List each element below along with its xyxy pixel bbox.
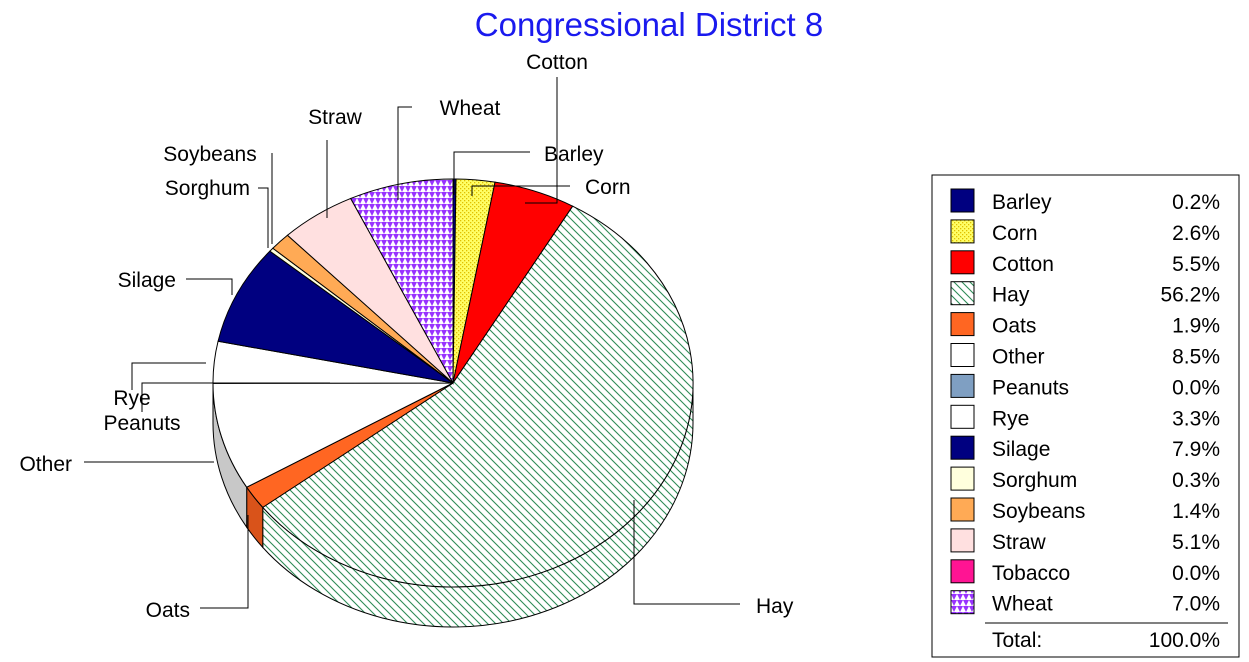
legend-label-silage: Silage <box>992 438 1050 461</box>
slice-label-soybeans: Soybeans <box>163 143 256 166</box>
leader-lines <box>84 77 740 609</box>
legend-swatch-wheat <box>950 590 975 615</box>
legend-label-sorghum: Sorghum <box>992 469 1077 492</box>
legend-value-straw: 5.1% <box>1172 531 1220 554</box>
slice-label-silage: Silage <box>118 269 176 292</box>
legend-value-oats: 1.9% <box>1172 315 1220 338</box>
legend-value-corn: 2.6% <box>1172 222 1220 245</box>
leader-sorghum <box>258 187 269 248</box>
legend-label-rye: Rye <box>992 407 1029 430</box>
legend-value-rye: 3.3% <box>1172 407 1220 430</box>
legend-label-tobacco: Tobacco <box>992 562 1070 585</box>
legend-value-tobacco: 0.0% <box>1172 562 1220 585</box>
legend-swatch-straw <box>950 528 975 553</box>
slice-other <box>212 382 454 488</box>
legend-label-soybeans: Soybeans <box>992 500 1085 523</box>
legend-swatch-rye <box>950 404 975 429</box>
legend-label-oats: Oats <box>992 315 1036 338</box>
slice-label-wheat: Wheat <box>440 97 501 120</box>
slice-label-cotton: Cotton <box>526 51 588 74</box>
slice-label-other: Other <box>19 453 72 476</box>
slice-label-barley: Barley <box>544 143 604 166</box>
legend-value-hay: 56.2% <box>1160 284 1220 307</box>
leader-peanuts <box>141 382 330 412</box>
legend-label-hay: Hay <box>992 284 1030 307</box>
slice-label-oats: Oats <box>146 599 190 622</box>
leader-silage <box>186 278 233 295</box>
slice-silage <box>217 250 454 384</box>
leader-cotton <box>525 77 558 204</box>
legend-label-barley: Barley <box>992 191 1052 214</box>
leader-wheat <box>397 106 412 200</box>
legend-total-label: Total: <box>992 629 1042 652</box>
legend-swatch-soybeans <box>950 497 975 522</box>
legend-swatch-peanuts <box>950 373 975 398</box>
legend-swatch-cotton <box>950 250 975 275</box>
legend-value-barley: 0.2% <box>1172 191 1220 214</box>
slice-label-straw: Straw <box>308 106 363 129</box>
legend-swatch-corn <box>950 219 975 244</box>
slice-label-peanuts: Peanuts <box>103 412 180 435</box>
legend-value-other: 8.5% <box>1172 346 1220 369</box>
leader-corn <box>471 185 570 196</box>
legend-label-peanuts: Peanuts <box>992 376 1069 399</box>
slice-label-corn: Corn <box>585 176 631 199</box>
slice-label-rye: Rye <box>113 387 150 410</box>
legend-value-cotton: 5.5% <box>1172 253 1220 276</box>
legend-total-value: 100.0% <box>1149 629 1220 652</box>
slice-label-sorghum: Sorghum <box>165 177 250 200</box>
legend-swatch-tobacco <box>950 559 975 584</box>
leader-hay <box>633 500 740 605</box>
legend-value-wheat: 7.0% <box>1172 593 1220 616</box>
leader-oats <box>200 515 249 609</box>
legend-label-cotton: Cotton <box>992 253 1054 276</box>
legend-swatch-barley <box>950 188 975 213</box>
legend-value-soybeans: 1.4% <box>1172 500 1220 523</box>
legend-value-sorghum: 0.3% <box>1172 469 1220 492</box>
pie-top <box>212 178 694 588</box>
legend-swatch-hay <box>950 281 975 306</box>
chart-title: Congressional District 8 <box>475 6 823 43</box>
legend-label-other: Other <box>992 346 1045 369</box>
slice-wheat <box>350 178 454 385</box>
legend: Total: 100.0% Barley 0.2% Corn 2.6% Cotton 5.… <box>931 174 1240 658</box>
legend-swatch-other <box>950 343 975 367</box>
legend-swatch-sorghum <box>950 466 975 491</box>
leader-rye <box>131 362 206 390</box>
legend-value-silage: 7.9% <box>1172 438 1220 461</box>
legend-label-corn: Corn <box>992 222 1038 245</box>
legend-value-peanuts: 0.0% <box>1172 376 1220 399</box>
legend-label-straw: Straw <box>992 531 1047 554</box>
legend-label-wheat: Wheat <box>992 593 1053 616</box>
legend-swatch-oats <box>950 312 975 337</box>
leader-barley <box>453 151 530 195</box>
legend-swatch-silage <box>950 435 975 460</box>
slice-label-hay: Hay <box>756 595 794 618</box>
